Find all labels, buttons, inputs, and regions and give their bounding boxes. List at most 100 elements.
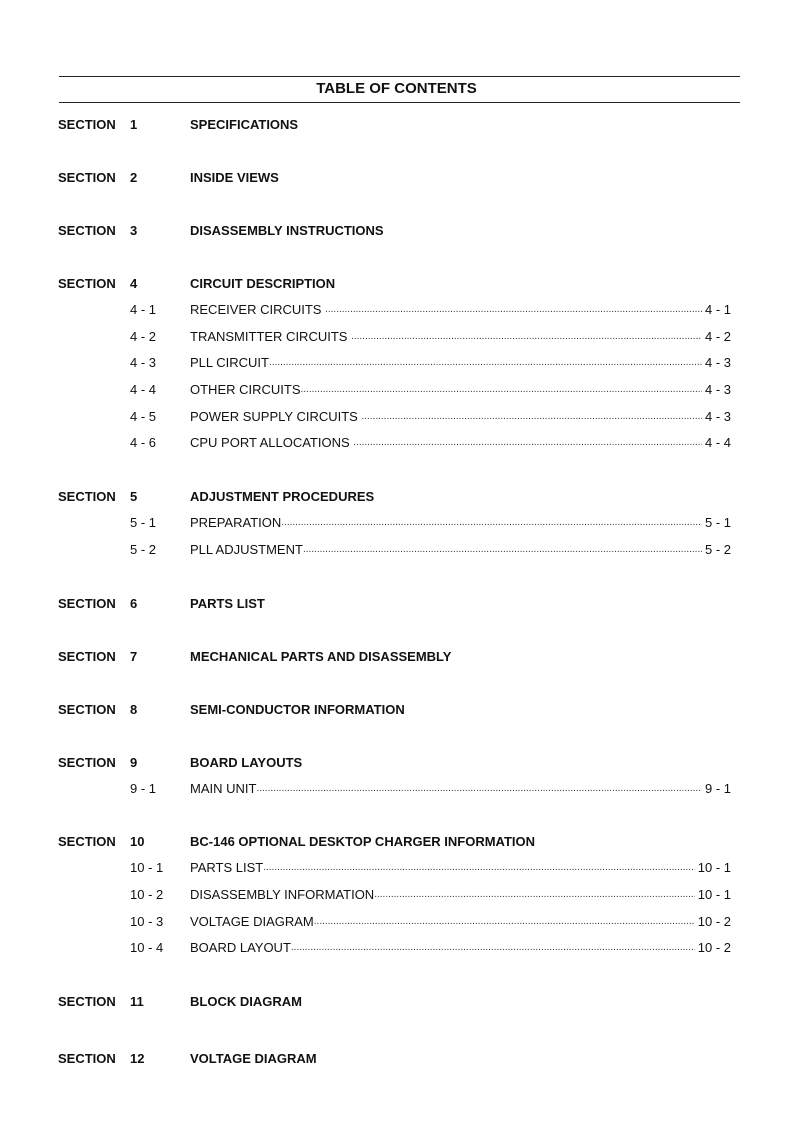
toc-entry[interactable]: 5 - 1 PREPARATION ......................… [58,510,731,537]
section-heading[interactable]: SECTION 3 DISASSEMBLY INSTRUCTIONS [58,217,731,244]
entry-page: 4 - 3 [704,382,731,398]
section-number: 8 [130,701,138,717]
section-label: SECTION [58,117,116,132]
toc-entry[interactable]: 4 - 4 OTHER CIRCUITS ...................… [58,377,731,404]
toc-entry[interactable]: 9 - 1 MAIN UNIT ........................… [58,776,731,803]
entry-title: TRANSMITTER CIRCUITS [190,328,352,344]
section-title: VOLTAGE DIAGRAM [190,1050,317,1066]
toc-section: SECTION 3 DISASSEMBLY INSTRUCTIONS [58,217,731,244]
leader-dots: ........................................… [313,915,695,927]
entry-page: 4 - 3 [704,355,731,371]
leader-dots: ........................................… [290,942,695,954]
section-label: SECTION [58,276,116,291]
toc-section: SECTION 6 PARTS LIST [58,590,731,617]
entry-title: PLL CIRCUIT [190,355,269,371]
leader-dots: ........................................… [268,357,702,369]
section-title: SEMI-CONDUCTOR INFORMATION [190,701,405,717]
section-heading[interactable]: SECTION 1 SPECIFICATIONS [58,111,731,138]
section-number: 11 [130,993,144,1009]
section-title: CIRCUIT DESCRIPTION [190,276,336,291]
entry-title: BOARD LAYOUT [190,940,291,956]
entry-number: 10 - 3 [130,913,164,929]
section-label: SECTION [58,701,116,717]
section-label: SECTION [58,993,116,1009]
entry-number: 5 - 2 [130,541,157,557]
entry-title: PREPARATION [190,515,282,531]
entry-number: 10 - 4 [130,940,164,956]
section-number: 9 [130,754,138,770]
section-label: SECTION [58,1050,116,1066]
section-number: 3 [130,223,138,238]
entry-page: 4 - 4 [704,435,731,451]
section-heading[interactable]: SECTION 4 CIRCUIT DESCRIPTION [58,270,731,297]
section-heading[interactable]: SECTION 7 MECHANICAL PARTS AND DISASSEMB… [58,643,731,670]
section-number: 6 [130,595,138,611]
entry-title: OTHER CIRCUITS [190,382,301,398]
leader-dots: ........................................… [281,517,702,529]
section-heading[interactable]: SECTION 11 BLOCK DIAGRAM [58,988,731,1015]
toc-section: SECTION 11 BLOCK DIAGRAM [58,988,731,1015]
entry-page: 5 - 2 [704,541,731,557]
toc-entry[interactable]: 4 - 2 TRANSMITTER CIRCUITS .............… [58,324,731,351]
section-label: SECTION [58,489,116,505]
toc-entry[interactable]: 10 - 4 BOARD LAYOUT ....................… [58,935,731,962]
entry-number: 4 - 4 [130,382,157,398]
entry-title: POWER SUPPLY CIRCUITS [190,408,362,424]
entry-number: 4 - 1 [130,302,157,317]
section-title: INSIDE VIEWS [190,170,279,185]
section-number: 2 [130,170,138,185]
section-title: ADJUSTMENT PROCEDURES [190,489,375,505]
entry-page: 10 - 2 [697,940,731,956]
entry-number: 10 - 1 [130,860,164,876]
entry-number: 4 - 6 [130,435,157,451]
section-title: SPECIFICATIONS [190,117,299,132]
toc-entry[interactable]: 4 - 6 CPU PORT ALLOCATIONS .............… [58,430,731,457]
toc-entry[interactable]: 4 - 3 PLL CIRCUIT ......................… [58,350,731,377]
toc-section: SECTION 12 VOLTAGE DIAGRAM [58,1045,731,1072]
toc-entry[interactable]: 4 - 5 POWER SUPPLY CIRCUITS ............… [58,404,731,431]
toc-entry[interactable]: 10 - 3 VOLTAGE DIAGRAM .................… [58,909,731,936]
leader-dots: ........................................… [351,330,702,342]
section-heading[interactable]: SECTION 10 BC-146 OPTIONAL DESKTOP CHARG… [58,828,731,855]
toc-section: SECTION 7 MECHANICAL PARTS AND DISASSEMB… [58,643,731,670]
toc-list: SECTION 1 SPECIFICATIONS SECTION 2 INSID… [58,111,731,1098]
entry-number: 4 - 3 [130,355,157,371]
section-heading[interactable]: SECTION 8 SEMI-CONDUCTOR INFORMATION [58,696,731,723]
leader-dots: ........................................… [353,437,702,449]
toc-entry[interactable]: 10 - 1 PARTS LIST ......................… [58,855,731,882]
entry-number: 4 - 5 [130,408,157,424]
entry-page: 5 - 1 [704,515,731,531]
section-heading[interactable]: SECTION 12 VOLTAGE DIAGRAM [58,1045,731,1072]
entry-page: 10 - 1 [697,860,731,876]
section-label: SECTION [58,223,116,238]
section-label: SECTION [58,648,116,664]
leader-dots: ........................................… [302,543,702,555]
toc-entry[interactable]: 4 - 1 RECEIVER CIRCUITS ................… [58,297,731,324]
entry-number: 5 - 1 [130,515,157,531]
toc-section: SECTION 5 ADJUSTMENT PROCEDURES 5 - 1 PR… [58,483,731,563]
section-heading[interactable]: SECTION 5 ADJUSTMENT PROCEDURES [58,483,731,510]
section-title: DISASSEMBLY INSTRUCTIONS [190,223,384,238]
section-heading[interactable]: SECTION 2 INSIDE VIEWS [58,164,731,191]
toc-entry[interactable]: 5 - 2 PLL ADJUSTMENT ...................… [58,537,731,564]
section-heading[interactable]: SECTION 9 BOARD LAYOUTS [58,749,731,776]
title-rule [59,102,740,103]
entry-number: 10 - 2 [130,886,164,902]
section-title: PARTS LIST [190,595,265,611]
section-number: 4 [130,276,138,291]
section-title: BC-146 OPTIONAL DESKTOP CHARGER INFORMAT… [190,834,536,850]
entry-title: RECEIVER CIRCUITS [190,302,326,317]
entry-page: 4 - 2 [704,328,731,344]
section-label: SECTION [58,834,116,850]
toc-section: SECTION 2 INSIDE VIEWS [58,164,731,191]
toc-section: SECTION 9 BOARD LAYOUTS 9 - 1 MAIN UNIT … [58,749,731,803]
leader-dots: ........................................… [256,782,702,794]
section-label: SECTION [58,754,116,770]
leader-dots: ........................................… [361,410,702,422]
toc-entry[interactable]: 10 - 2 DISASSEMBLY INFORMATION .........… [58,882,731,909]
section-number: 5 [130,489,138,505]
leader-dots: ........................................… [325,304,702,315]
section-title: BLOCK DIAGRAM [190,993,302,1009]
section-label: SECTION [58,170,116,185]
section-heading[interactable]: SECTION 6 PARTS LIST [58,590,731,617]
